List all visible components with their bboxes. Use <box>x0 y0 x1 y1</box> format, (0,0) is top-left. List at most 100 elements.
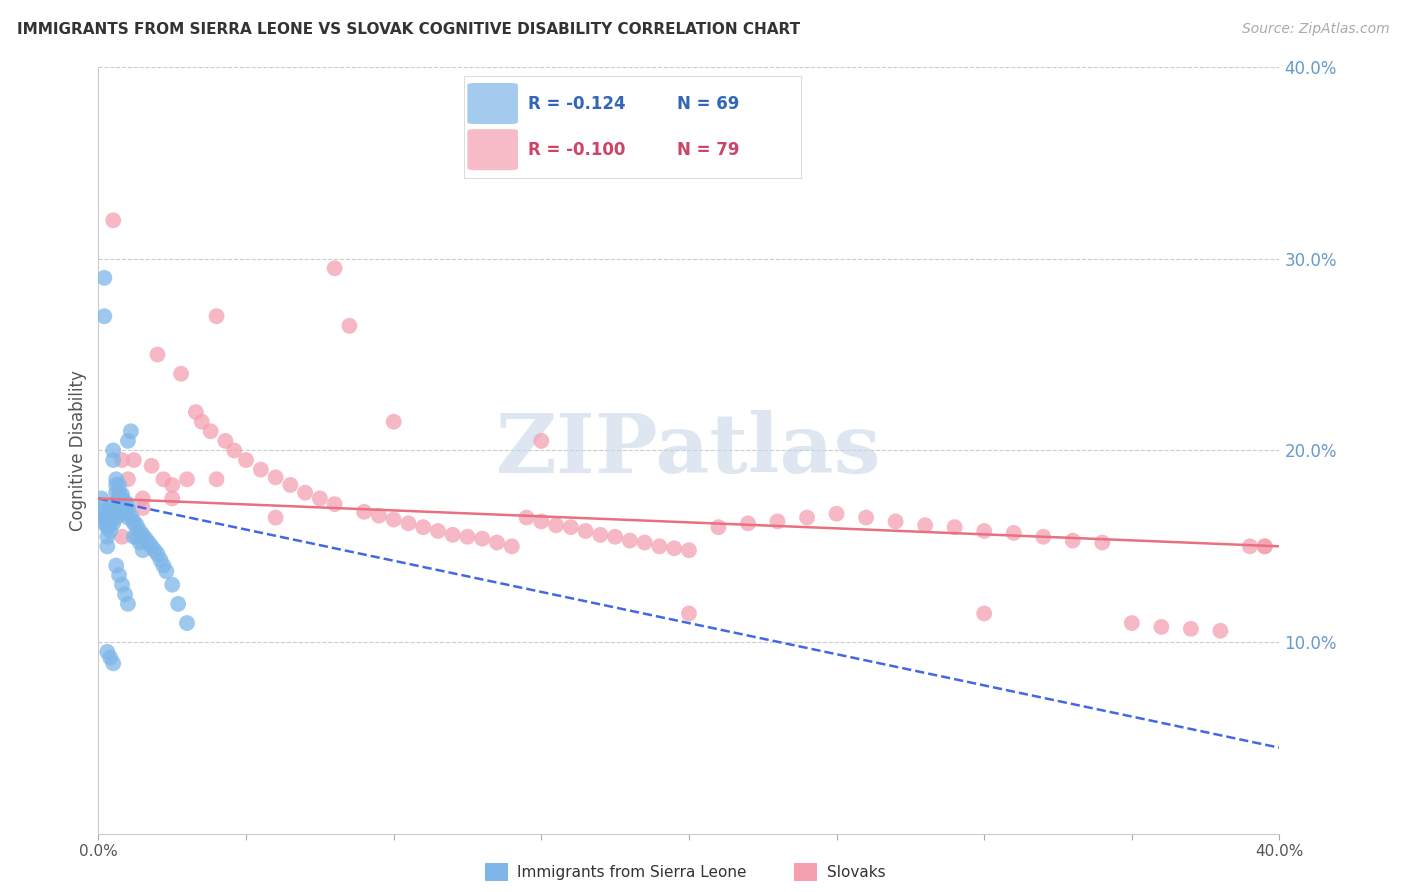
FancyBboxPatch shape <box>467 83 517 124</box>
Point <box>412 520 434 534</box>
Point <box>98 650 121 665</box>
Point <box>825 507 848 521</box>
Point <box>634 535 657 549</box>
Point <box>575 524 598 538</box>
Point <box>914 518 936 533</box>
Point <box>678 543 700 558</box>
Point <box>796 510 818 524</box>
Point <box>1150 620 1173 634</box>
Point <box>678 607 700 621</box>
Point <box>546 518 568 533</box>
Point <box>155 564 177 578</box>
Point <box>884 515 907 529</box>
Point <box>103 213 125 227</box>
Point <box>117 597 139 611</box>
Point <box>111 578 134 592</box>
Point <box>146 348 169 362</box>
Text: R = -0.124: R = -0.124 <box>529 95 626 112</box>
Point <box>162 478 183 492</box>
Point <box>589 528 612 542</box>
Point <box>96 515 118 529</box>
Point <box>152 558 174 573</box>
Point <box>146 547 169 561</box>
Point <box>138 535 160 549</box>
Point <box>167 597 190 611</box>
Point <box>441 528 464 542</box>
Point <box>264 470 287 484</box>
Point <box>766 515 789 529</box>
Point <box>98 524 121 538</box>
Point <box>125 518 148 533</box>
Point <box>280 478 302 492</box>
Point <box>90 500 112 515</box>
Text: N = 69: N = 69 <box>676 95 740 112</box>
Point <box>98 500 121 515</box>
Point <box>516 510 538 524</box>
Point <box>93 516 115 531</box>
Point <box>114 507 136 521</box>
Point <box>141 539 163 553</box>
Point <box>111 497 134 511</box>
Point <box>117 510 139 524</box>
Point <box>250 462 273 476</box>
Point <box>114 495 136 509</box>
Point <box>93 310 115 324</box>
Point <box>353 505 375 519</box>
Point <box>122 515 145 529</box>
Point <box>103 505 125 519</box>
Point <box>162 491 183 506</box>
Point <box>323 261 346 276</box>
Point <box>120 508 142 523</box>
Point <box>973 607 995 621</box>
Point <box>1254 539 1277 553</box>
Point <box>1209 624 1232 638</box>
Point <box>737 516 759 531</box>
Point <box>1254 539 1277 553</box>
Point <box>943 520 966 534</box>
Point <box>132 491 155 506</box>
Point <box>117 434 139 448</box>
Point <box>105 558 128 573</box>
Point <box>111 453 134 467</box>
Point <box>501 539 523 553</box>
Point <box>96 539 118 553</box>
Point <box>111 487 134 501</box>
Point <box>111 505 134 519</box>
FancyBboxPatch shape <box>467 129 517 170</box>
Point <box>1002 525 1025 540</box>
Text: Slovaks: Slovaks <box>827 865 886 880</box>
Point <box>114 500 136 515</box>
Point <box>103 497 125 511</box>
Point <box>560 520 582 534</box>
Point <box>205 310 228 324</box>
Point <box>108 568 131 582</box>
Point <box>530 515 553 529</box>
Point <box>170 367 193 381</box>
Point <box>132 500 155 515</box>
Text: R = -0.100: R = -0.100 <box>529 141 626 159</box>
Point <box>141 458 163 473</box>
Point <box>264 510 287 524</box>
Point <box>1239 539 1261 553</box>
Point <box>93 505 115 519</box>
Point <box>368 508 391 523</box>
Point <box>105 510 128 524</box>
Text: Immigrants from Sierra Leone: Immigrants from Sierra Leone <box>517 865 747 880</box>
Point <box>184 405 207 419</box>
Point <box>214 434 236 448</box>
Point <box>235 453 257 467</box>
Point <box>98 515 121 529</box>
Point <box>149 553 172 567</box>
Point <box>398 516 420 531</box>
Point <box>120 425 142 439</box>
Point <box>648 539 671 553</box>
Point <box>205 472 228 486</box>
Point <box>96 530 118 544</box>
Point <box>111 530 134 544</box>
Point <box>114 587 136 601</box>
Text: Source: ZipAtlas.com: Source: ZipAtlas.com <box>1241 22 1389 37</box>
Point <box>973 524 995 538</box>
Point <box>122 453 145 467</box>
Point <box>105 478 128 492</box>
Point <box>96 520 118 534</box>
